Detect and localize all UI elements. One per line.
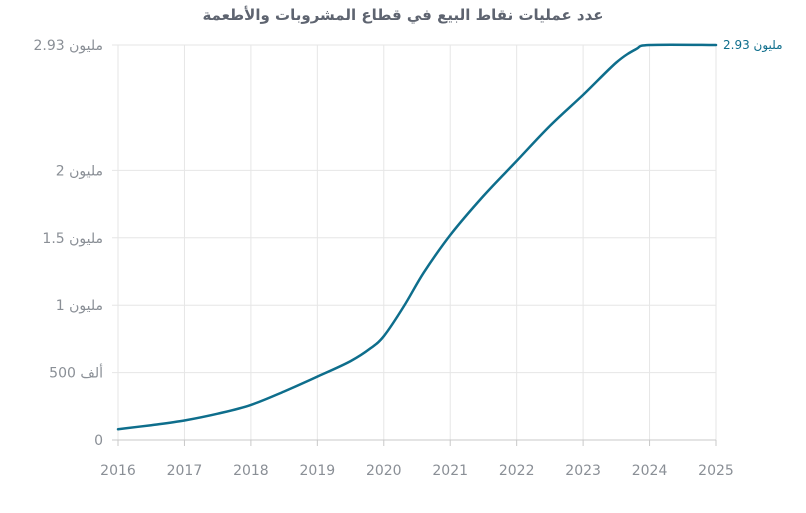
x-tick-label: 2025: [698, 463, 734, 479]
x-tick-label: 2019: [300, 463, 336, 479]
chart-title: عدد عمليات نقاط البيع في قطاع المشروبات …: [202, 6, 604, 24]
y-tick-labels: 0 500 ألف 1 مليون 1.5 مليون 2 مليون 2.93 مليو…: [34, 38, 104, 449]
x-tick-label: 2024: [632, 463, 668, 479]
y-tick-label: 500 ألف: [49, 364, 103, 382]
y-tick-label: 2.93 مليون: [34, 38, 104, 54]
end-value-label: 2.93 مليون: [723, 38, 783, 53]
x-tick-label: 2020: [366, 463, 402, 479]
grid-lines: [112, 44, 717, 441]
y-tick-label: 1.5 مليون: [42, 231, 103, 247]
x-tick-label: 2023: [565, 463, 601, 479]
axes: [112, 439, 717, 446]
x-tick-label: 2022: [499, 463, 535, 479]
series-line: [116, 43, 718, 431]
y-tick-label: 1 مليون: [56, 298, 103, 314]
x-tick-label: 2018: [233, 463, 269, 479]
x-tick-label: 2016: [100, 463, 136, 479]
y-tick-label: 2 مليون: [56, 163, 103, 179]
y-tick-label: 0: [94, 433, 103, 449]
x-tick-label: 2021: [432, 463, 468, 479]
x-tick-label: 2017: [167, 463, 203, 479]
x-tick-labels: 2016 2017 2018 2019 2020 2021 2022 2023 2024 2025: [100, 463, 734, 479]
